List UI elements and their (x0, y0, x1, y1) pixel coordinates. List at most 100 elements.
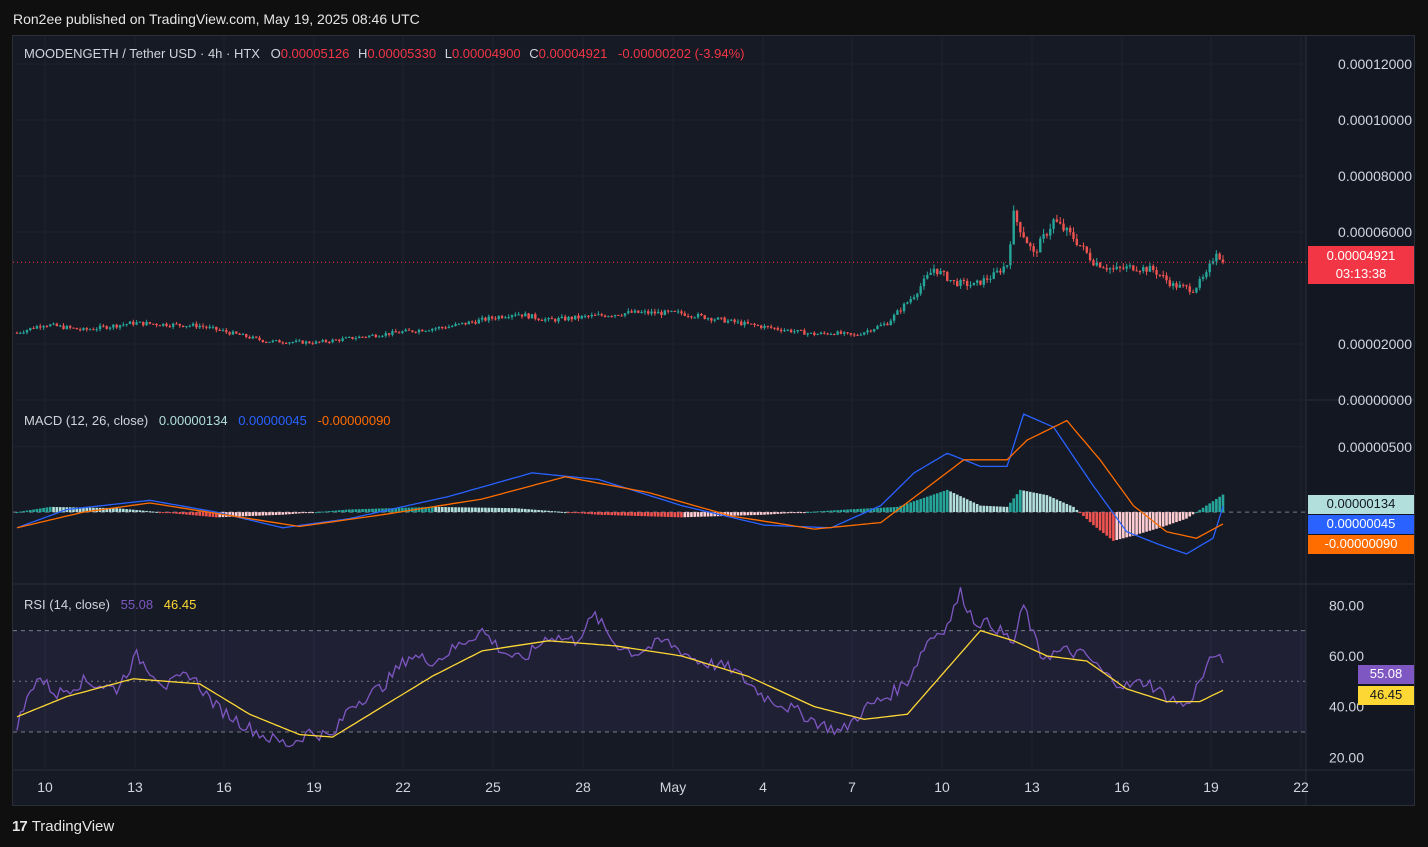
macd-histogram-bar (470, 507, 474, 513)
macd-histogram-bar (1185, 512, 1188, 519)
high-value: 0.00005330 (367, 46, 437, 61)
candle-body (859, 334, 863, 336)
macd-histogram-bar (813, 511, 816, 513)
macd-histogram-bar (949, 491, 952, 513)
candle-body (806, 333, 809, 335)
macd-histogram-bar (460, 507, 464, 513)
macd-histogram-bar (1175, 512, 1178, 523)
candle-body (554, 319, 557, 322)
macd-label[interactable]: MACD (12, 26, close) (24, 413, 149, 428)
macd-histogram-bar (367, 508, 371, 513)
macd-histogram-bar (926, 496, 929, 513)
macd-histogram-bar (995, 506, 999, 513)
macd-histogram-bar (354, 509, 358, 513)
macd-histogram-bar (826, 510, 829, 513)
candle-body (1102, 267, 1105, 269)
candle-body (750, 323, 753, 325)
candle-body (1085, 246, 1088, 253)
macd-histogram-bar (75, 507, 79, 513)
chart-background (13, 36, 1414, 805)
candle-body (720, 317, 723, 319)
candle-body (600, 314, 603, 316)
rsi-label[interactable]: RSI (14, close) (24, 597, 110, 612)
macd-histogram-bar (1141, 512, 1145, 533)
macd-histogram-bar (580, 512, 584, 514)
footer: 17 TradingView (12, 814, 114, 838)
candle-body (344, 337, 348, 339)
candle-body (235, 331, 238, 334)
chart-canvas[interactable]: 10 13 16 19 22 25 28 May 4 7 10 13 16 19 22 0.00012000 0… (13, 36, 1414, 805)
macd-histogram-bar (710, 512, 713, 517)
candle-body (191, 323, 195, 326)
macd-histogram-bar (514, 508, 517, 513)
macd-histogram-bar (547, 510, 550, 513)
candle-body (799, 329, 803, 331)
macd-histogram-bar (1218, 496, 1221, 513)
macd-histogram-bar (942, 491, 946, 513)
candle-body (215, 326, 218, 330)
candle-body (1165, 275, 1168, 281)
macd-histogram-bar (45, 507, 49, 513)
candle-body (394, 331, 397, 333)
candle-body (673, 310, 677, 312)
macd-histogram-bar (298, 512, 301, 514)
macd-histogram-bar (577, 512, 580, 514)
macd-histogram-bar (979, 505, 982, 513)
candle-body (982, 278, 985, 285)
candle-body (19, 332, 22, 334)
candle-body (912, 297, 916, 299)
candle-body (328, 341, 331, 343)
chart-frame[interactable]: 10 13 16 19 22 25 28 May 4 7 10 13 16 19 22 0.00012000 0… (12, 35, 1415, 806)
macd-histogram-bar (168, 512, 172, 514)
candle-body (892, 314, 896, 321)
symbol-label[interactable]: MOODENGETH / Tether USD · 4h · HTX (24, 46, 260, 61)
tradingview-brand[interactable]: TradingView (31, 817, 115, 835)
macd-histogram-bar (1019, 489, 1022, 513)
macd-histogram-bar (756, 512, 760, 515)
candle-body (710, 318, 713, 321)
candle-body (866, 330, 869, 333)
candle-body (593, 315, 597, 317)
candle-body (1002, 266, 1005, 273)
candle-body (42, 326, 45, 328)
macd-histogram-bar (331, 510, 334, 513)
macd-histogram-bar (291, 512, 295, 514)
candle-body (401, 331, 404, 334)
candle-body (301, 340, 304, 344)
candle-body (58, 325, 62, 327)
tradingview-logo-icon[interactable]: 17 (12, 817, 28, 835)
candle-body (773, 327, 776, 329)
candle-body (155, 323, 158, 326)
macd-histogram-bar (1095, 512, 1099, 528)
macd-histogram-bar (500, 507, 504, 513)
macd-histogram-bar (1221, 494, 1225, 513)
time-tick-label: 4 (759, 779, 767, 795)
macd-histogram-bar (1045, 495, 1049, 513)
candle-body (902, 303, 906, 312)
candle-body (195, 323, 198, 328)
macd-histogram-bar (25, 510, 29, 513)
candle-body (205, 326, 208, 328)
candle-body (308, 341, 311, 344)
low-value: 0.00004900 (451, 46, 521, 61)
candle-body (417, 329, 421, 333)
macd-histogram-bar (437, 506, 441, 513)
candle-body (633, 310, 637, 313)
macd-histogram-bar (284, 512, 288, 515)
macd-histogram-bar (238, 512, 241, 517)
candle-body (341, 338, 344, 341)
macd-histogram-bar (361, 509, 364, 513)
candle-body (128, 321, 132, 325)
candle-body (985, 278, 989, 280)
macd-histogram-bar (590, 512, 594, 515)
candle-body (467, 321, 471, 325)
macd-histogram-bar (846, 509, 849, 513)
macd-histogram-bar (324, 511, 328, 513)
macd-histogram-bar (208, 512, 211, 517)
macd-histogram-bar (131, 509, 135, 513)
macd-histogram-bar (78, 507, 82, 513)
candle-body (610, 316, 613, 318)
candle-body (245, 334, 248, 338)
candle-body (158, 325, 162, 327)
macd-histogram-bar (992, 506, 996, 513)
